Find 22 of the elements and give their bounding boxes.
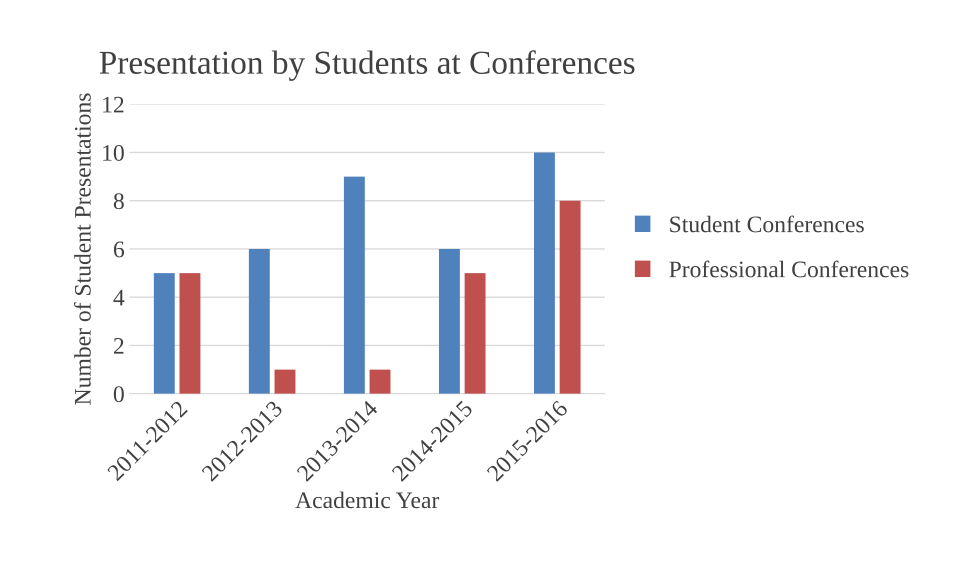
legend-label: Professional Conferences <box>669 260 908 278</box>
y-axis-title: Number of Student Presentations <box>74 93 91 405</box>
bar <box>370 370 390 394</box>
y-tick-label: 8 <box>114 193 124 210</box>
y-tick-label: 6 <box>114 242 124 258</box>
bar <box>534 152 555 394</box>
y-tick-label: 0 <box>114 386 124 402</box>
bar <box>274 370 296 394</box>
legend-label: Student Conferences <box>670 216 864 232</box>
chart-title: Presentation by Students at Conferences <box>100 50 634 81</box>
bar <box>179 273 200 394</box>
bar <box>344 176 365 394</box>
bar <box>464 273 486 394</box>
bar <box>438 248 460 394</box>
bar <box>248 248 270 394</box>
y-tick-label: 4 <box>113 290 124 306</box>
y-tick-label: 10 <box>103 144 124 161</box>
bar <box>154 273 175 394</box>
y-tick-label: 12 <box>103 96 124 112</box>
x-axis-title: Academic Year <box>295 492 440 508</box>
y-tick-label: 2 <box>114 338 124 354</box>
bar <box>560 200 581 394</box>
